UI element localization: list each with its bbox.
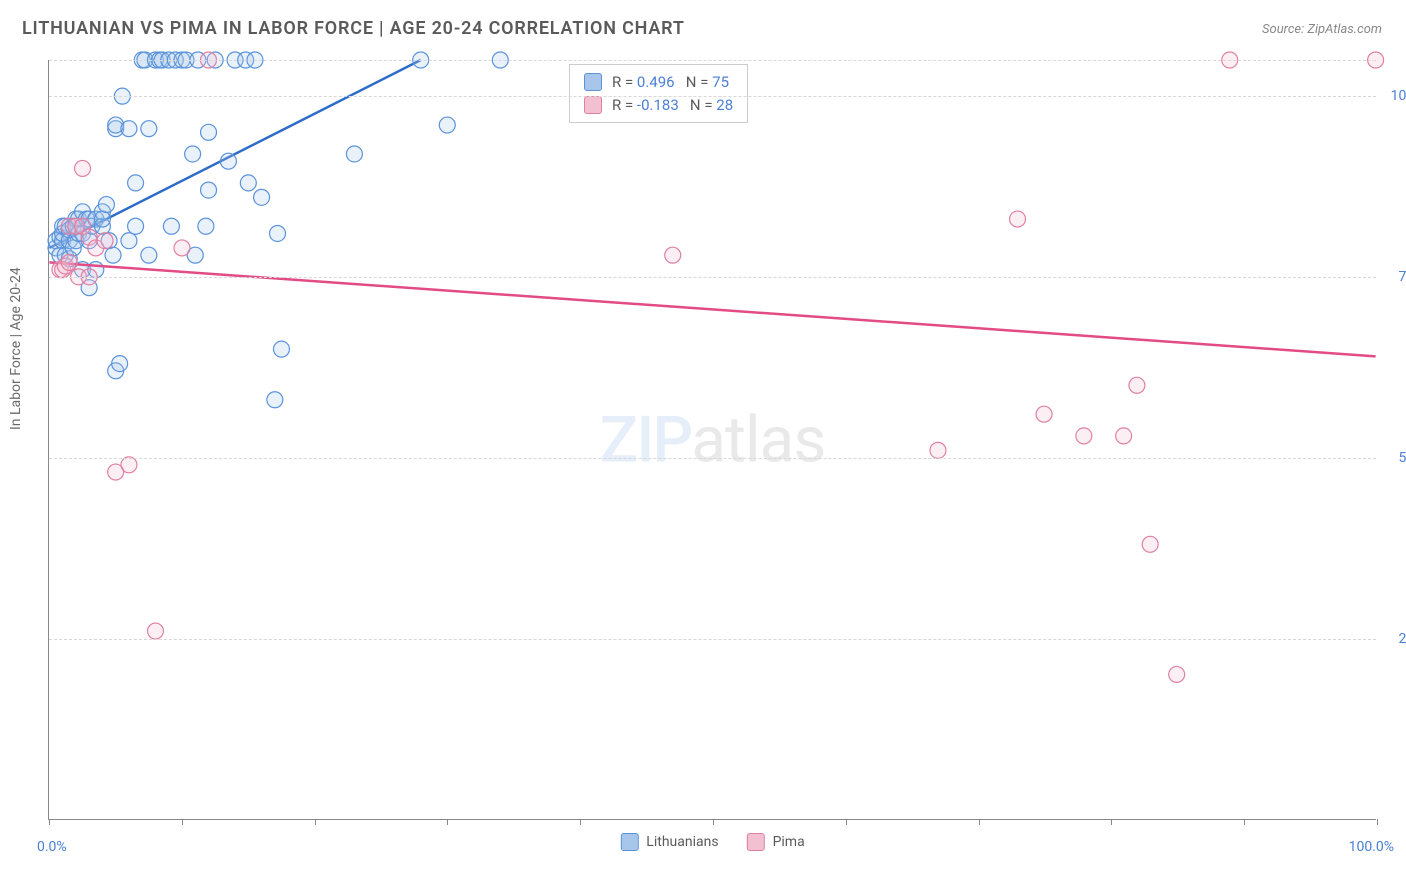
legend-swatch (584, 73, 602, 91)
x-tick (49, 819, 50, 825)
y-tick-label: 50.0% (1382, 450, 1406, 466)
data-point (94, 211, 110, 227)
x-tick (979, 819, 980, 825)
data-point (1010, 211, 1026, 227)
x-axis-max-label: 100.0% (1349, 839, 1394, 855)
data-point (128, 175, 144, 191)
data-point (665, 247, 681, 263)
data-point (1169, 666, 1185, 682)
legend-item: Pima (747, 833, 805, 851)
legend-swatch (620, 833, 638, 851)
gridline-h (49, 60, 1376, 61)
data-point (267, 392, 283, 408)
gridline-h (49, 277, 1376, 278)
data-point (254, 189, 270, 205)
source-attribution: Source: ZipAtlas.com (1262, 22, 1382, 37)
chart-container: LITHUANIAN VS PIMA IN LABOR FORCE | AGE … (0, 0, 1406, 892)
legend-item: Lithuanians (620, 833, 718, 851)
data-point (121, 457, 137, 473)
legend-label: Lithuanians (646, 834, 718, 850)
data-point (61, 254, 77, 270)
data-point (198, 218, 214, 234)
legend-swatch (584, 96, 602, 114)
plot-area: ZIPatlas R = 0.496 N = 75R = -0.183 N = … (48, 60, 1376, 820)
chart-title: LITHUANIAN VS PIMA IN LABOR FORCE | AGE … (22, 18, 685, 39)
data-point (273, 341, 289, 357)
axis-legend: Lithuanians Pima (620, 833, 804, 851)
x-tick (580, 819, 581, 825)
data-point (112, 356, 128, 372)
x-tick (315, 819, 316, 825)
data-point (1036, 406, 1052, 422)
data-point (141, 247, 157, 263)
data-point (147, 623, 163, 639)
data-point (141, 121, 157, 137)
legend-label: Pima (773, 834, 805, 850)
x-tick (1377, 819, 1378, 825)
x-tick (713, 819, 714, 825)
x-tick (846, 819, 847, 825)
x-axis-min-label: 0.0% (37, 839, 67, 855)
gridline-h (49, 96, 1376, 97)
data-point (346, 146, 362, 162)
x-tick (1111, 819, 1112, 825)
data-point (121, 233, 137, 249)
legend-swatch (747, 833, 765, 851)
gridline-h (49, 639, 1376, 640)
data-point (220, 153, 236, 169)
data-point (75, 160, 91, 176)
data-point (1116, 428, 1132, 444)
y-axis-label: In Labor Force | Age 20-24 (8, 267, 24, 430)
correlation-legend: R = 0.496 N = 75R = -0.183 N = 28 (569, 64, 748, 123)
data-point (105, 247, 121, 263)
data-point (163, 218, 179, 234)
gridline-h (49, 458, 1376, 459)
data-point (97, 233, 113, 249)
correlation-text: R = 0.496 N = 75 (612, 71, 729, 94)
data-point (439, 117, 455, 133)
data-point (930, 442, 946, 458)
data-point (269, 225, 285, 241)
data-point (1129, 377, 1145, 393)
data-point (240, 175, 256, 191)
data-point (121, 121, 137, 137)
data-point (185, 146, 201, 162)
x-tick (1244, 819, 1245, 825)
data-point (174, 240, 190, 256)
data-point (201, 182, 217, 198)
y-tick-label: 100.0% (1382, 88, 1406, 104)
y-tick-label: 75.0% (1382, 269, 1406, 285)
correlation-row: R = 0.496 N = 75 (584, 71, 733, 94)
data-point (1076, 428, 1092, 444)
plot-svg (49, 60, 1376, 819)
data-point (1142, 536, 1158, 552)
data-point (128, 218, 144, 234)
x-tick (182, 819, 183, 825)
x-tick (447, 819, 448, 825)
data-point (201, 124, 217, 140)
y-tick-label: 25.0% (1382, 631, 1406, 647)
data-point (98, 197, 114, 213)
